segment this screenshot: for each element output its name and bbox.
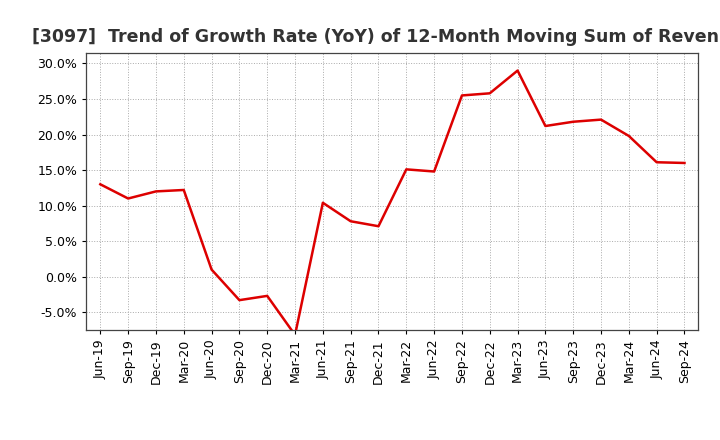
Title: [3097]  Trend of Growth Rate (YoY) of 12-Month Moving Sum of Revenues: [3097] Trend of Growth Rate (YoY) of 12-…	[32, 28, 720, 46]
